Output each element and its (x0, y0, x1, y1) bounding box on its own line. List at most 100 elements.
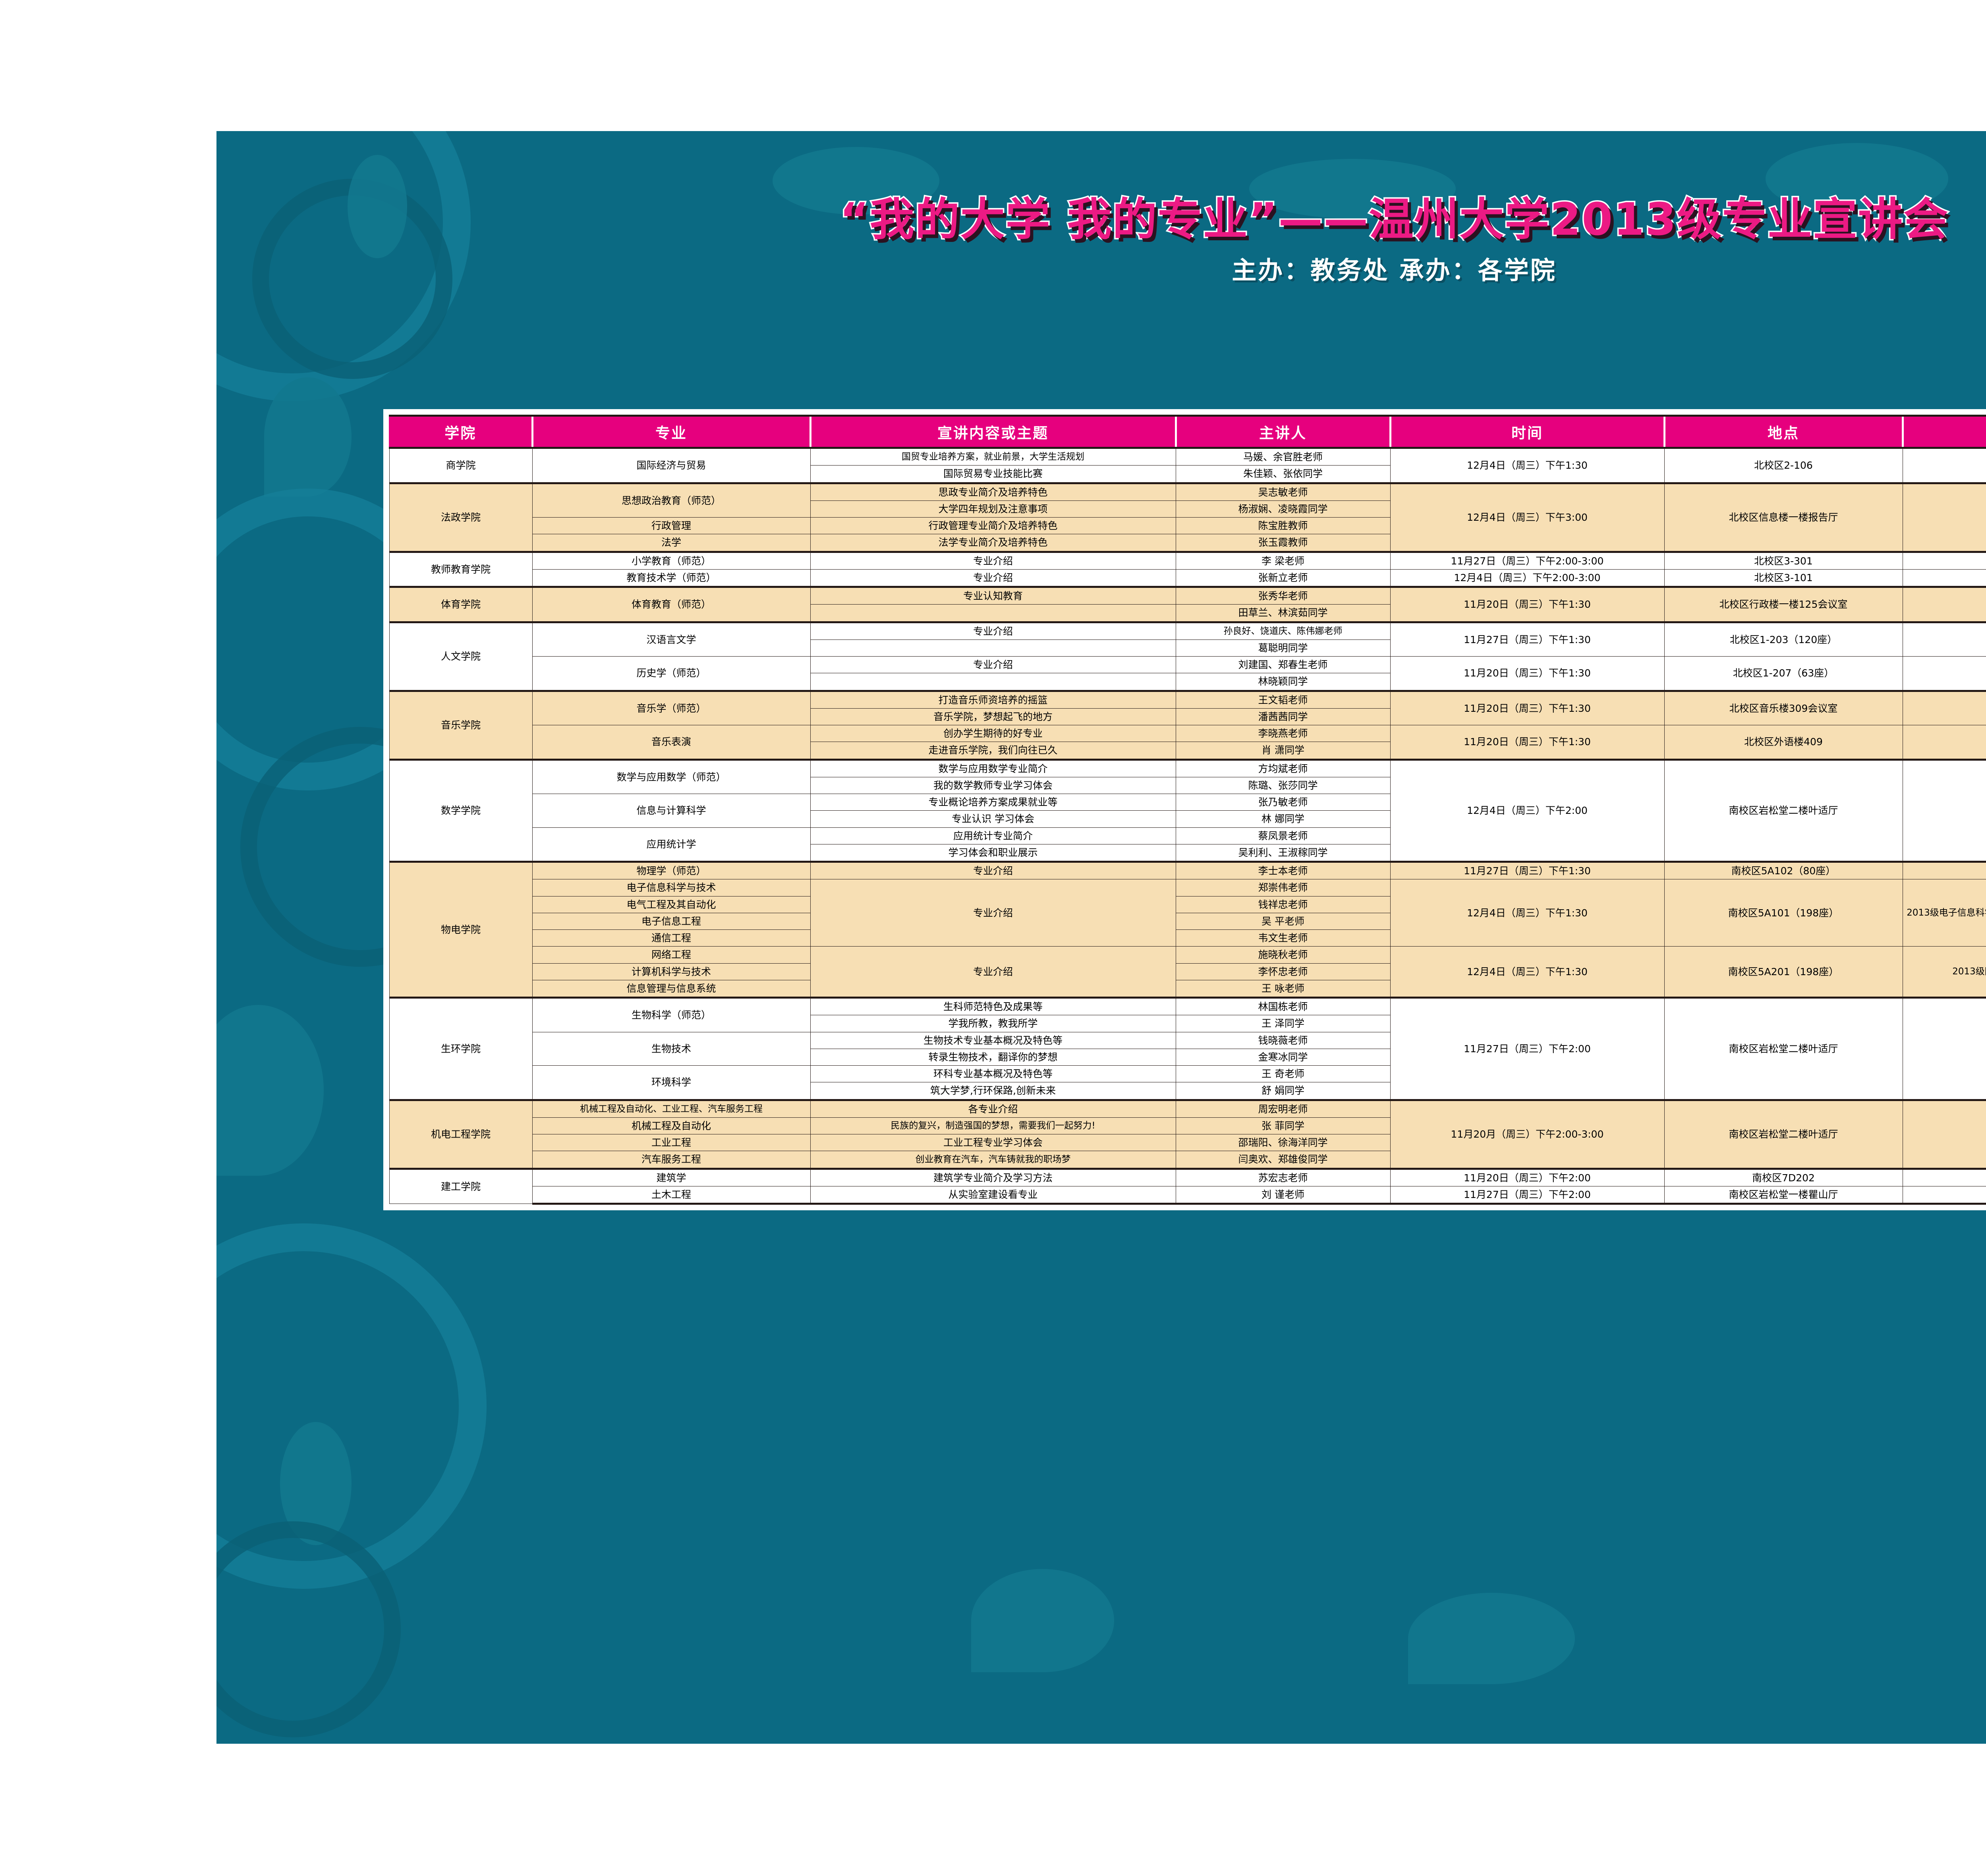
cell-place: 北校区3-301 (1664, 551, 1903, 570)
cell-speaker: 金寒冰同学 (1175, 1048, 1391, 1066)
table-row: 电气工程及其自动化 钱祥忠老师 (389, 896, 1986, 913)
cell-speaker: 王 咏老师 (1175, 980, 1391, 998)
cell-place: 南校区岩松堂二楼叶适厅 (1664, 758, 1903, 862)
cell-topic (810, 639, 1176, 657)
cell-speaker: 周宏明老师 (1175, 1099, 1391, 1118)
cell-audience: 13级音乐表演专业、其它专业感兴趣的学生 (1902, 725, 1986, 760)
cell-speaker: 葛聪明同学 (1175, 639, 1391, 657)
cell-audience: 13级小学教育专业、其它专业感兴趣的学生 (1902, 551, 1986, 570)
poster-header: “我的大学 我的专业”——温州大学2013级专业宣讲会 主办：教务处 承办：各学… (216, 131, 1986, 417)
cell-topic: 生科师范特色及成果等 (810, 996, 1176, 1016)
cell-college: 物电学院 (389, 861, 533, 998)
cell-speaker: 郑崇伟老师 (1175, 879, 1391, 896)
table-row: 汽车服务工程 创业教育在汽车，汽车铸就我的职场梦 闫奥欢、郑雄俊同学 (389, 1151, 1986, 1169)
cell-topic: 各专业介绍 (810, 1099, 1176, 1118)
cell-major: 建筑学 (532, 1167, 811, 1186)
table-row: 学我所教，教我所学王 泽同学 (389, 1015, 1986, 1032)
cell-topic: 专业介绍 (810, 569, 1176, 587)
cell-topic (810, 604, 1176, 622)
cell-college: 生环学院 (389, 997, 533, 1100)
cell-speaker: 肖 潇同学 (1175, 742, 1391, 760)
cell-speaker: 张乃敏老师 (1175, 793, 1391, 811)
cell-major: 应用统计学 (532, 827, 811, 862)
cell-major: 思想政治教育（师范） (532, 482, 811, 518)
cell-place: 北校区3-101 (1664, 569, 1903, 587)
cell-time: 12月4日（周三）下午1:30 (1390, 879, 1665, 947)
cell-speaker: 陈璐、张莎同学 (1175, 777, 1391, 794)
table-row: 机械工程及自动化 民族的复兴，制造强国的梦想，需要我们一起努力! 张 菲同学 (389, 1117, 1986, 1135)
cell-major: 汽车服务工程 (532, 1151, 811, 1169)
cell-major: 通信工程 (532, 929, 811, 947)
cell-college: 建工学院 (389, 1167, 533, 1204)
cell-topic: 生物技术专业基本概况及特色等 (810, 1032, 1176, 1049)
cell-speaker: 邵瑞阳、徐海洋同学 (1175, 1134, 1391, 1151)
cell-topic: 筑大学梦,行环保路,创新未来 (810, 1082, 1176, 1100)
table-row: 我的数学教师专业学习体会 陈璐、张莎同学 (389, 777, 1986, 794)
cell-speaker: 林晓颖同学 (1175, 673, 1391, 691)
cell-place: 南校区7D202 (1664, 1167, 1903, 1186)
table-row: 电子信息工程 吴 平老师 (389, 912, 1986, 930)
cell-place: 南校区岩松堂二楼叶适厅 (1664, 997, 1903, 1100)
cell-speaker: 李 梁老师 (1175, 551, 1391, 570)
cell-time: 12月4日（周三）下午1:30 (1390, 946, 1665, 998)
table-row: 通信工程 韦文生老师 (389, 929, 1986, 947)
cell-time: 11月27日（周三）下午1:30 (1390, 621, 1665, 657)
cell-time: 11月20日（周三）下午1:30 (1390, 690, 1665, 725)
cell-college: 人文学院 (389, 621, 533, 691)
table-row: 法学 法学专业简介及培养特色 张玉霞教师 (389, 534, 1986, 552)
cell-place: 北校区信息楼一楼报告厅 (1664, 482, 1903, 552)
cell-topic: 大学四年规划及注意事项 (810, 500, 1176, 518)
cell-time: 11月20日（周三）下午2:00 (1390, 1167, 1665, 1186)
table-row: 工业工程 工业工程专业学习体会 邵瑞阳、徐海洋同学 (389, 1134, 1986, 1151)
cell-speaker: 吴志敏老师 (1175, 482, 1391, 501)
cell-speaker: 舒 娟同学 (1175, 1082, 1391, 1100)
table-row: 音乐表演 创办学生期待的好专业 李晓燕老师 11月20日（周三）下午1:30 北校区外语… (389, 725, 1986, 760)
cell-major: 教育技术学（师范） (532, 569, 811, 587)
cell-time: 12月4日（周三）下午2:00 (1390, 758, 1665, 862)
cell-place: 南校区5A101（198座） (1664, 879, 1903, 947)
cell-audience: 13级音乐学专业、其它专业感兴趣的学生 (1902, 690, 1986, 725)
cell-speaker: 朱佳颖、张依同学 (1175, 465, 1391, 483)
cell-speaker: 方均斌老师 (1175, 758, 1391, 777)
table-row: 土木工程 从实验室建设看专业刘 谨老师 11月27日（周三）下午2:00 南校区岩松堂… (389, 1186, 1986, 1205)
cell-topic (810, 673, 1176, 691)
cell-major: 生物技术 (532, 1032, 811, 1066)
column-header-6: 学生听众专业 (1901, 415, 1986, 449)
cell-speaker: 刘建国、郑春生老师 (1175, 656, 1391, 674)
cell-time: 11月27日（周三）下午2:00-3:00 (1390, 551, 1665, 570)
cell-topic: 国际贸易专业技能比赛 (810, 465, 1176, 483)
cell-major: 国际经济与贸易 (532, 447, 811, 483)
cell-audience: 2013级土木工程专业、其它专业感兴趣的学生 (1902, 1186, 1986, 1205)
cell-speaker: 田草兰、林滨茹同学 (1175, 604, 1391, 622)
table-head: 学院专业宣讲内容或主题主讲人时间地点学生听众专业 (389, 415, 1986, 449)
cell-topic: 从实验室建设看专业 (810, 1186, 1176, 1205)
cell-speaker: 林 娜同学 (1175, 810, 1391, 828)
cell-place: 北校区外语楼409 (1664, 725, 1903, 760)
cell-speaker: 钱晓薇老师 (1175, 1032, 1391, 1049)
cell-audience: 2013级电子信息科学与技术专业、电气工程及其自动化专业、电子信息工程专业、通信… (1902, 879, 1986, 947)
cell-college: 音乐学院 (389, 690, 533, 760)
cell-topic: 专业介绍 (810, 551, 1176, 570)
cell-speaker: 李晓燕老师 (1175, 725, 1391, 742)
cell-topic: 国贸专业培养方案，就业前景，大学生活规划 (810, 446, 1176, 466)
cell-time: 12月4日（周三）下午3:00 (1390, 482, 1665, 552)
cell-speaker: 吴 平老师 (1175, 912, 1391, 930)
table-row: 教师教育学院 小学教育（师范） 专业介绍李 梁老师 11月27日（周三）下午2:00-… (389, 551, 1986, 587)
cell-college: 商学院 (389, 447, 533, 483)
cell-place: 北校区1-207（63座） (1664, 656, 1903, 691)
cell-topic: 专业介绍 (810, 879, 1176, 947)
cell-place: 北校区行政楼一楼125会议室 (1664, 586, 1903, 622)
table-row: 音乐学院，梦想起飞的地方 潘茜茜同学 (389, 708, 1986, 726)
cell-audience: 13体育教育专业、其它专业感兴趣的学生 (1902, 586, 1986, 622)
table-row: 环境科学 环科专业基本概况及特色等王 奇老师 (389, 1065, 1986, 1100)
column-header-0: 学院 (389, 415, 533, 449)
column-header-1: 专业 (531, 415, 811, 449)
cell-place: 北校区2-106 (1664, 447, 1903, 483)
cell-speaker: 王 奇老师 (1175, 1065, 1391, 1083)
table-header-row: 学院专业宣讲内容或主题主讲人时间地点学生听众专业 (389, 415, 1986, 449)
cell-audience: 机电工程学院2013级学生、其它专业感兴趣的学生 (1902, 1099, 1986, 1169)
cell-major: 环境科学 (532, 1065, 811, 1100)
table-row: 数学学院 数学与应用数学（师范） 数学与应用数学专业简介 方均斌老师 12月4日（周三）… (389, 758, 1986, 862)
cell-topic: 转录生物技术，翻译你的梦想 (810, 1048, 1176, 1066)
cell-time: 11月20日（周三）下午1:30 (1390, 725, 1665, 760)
